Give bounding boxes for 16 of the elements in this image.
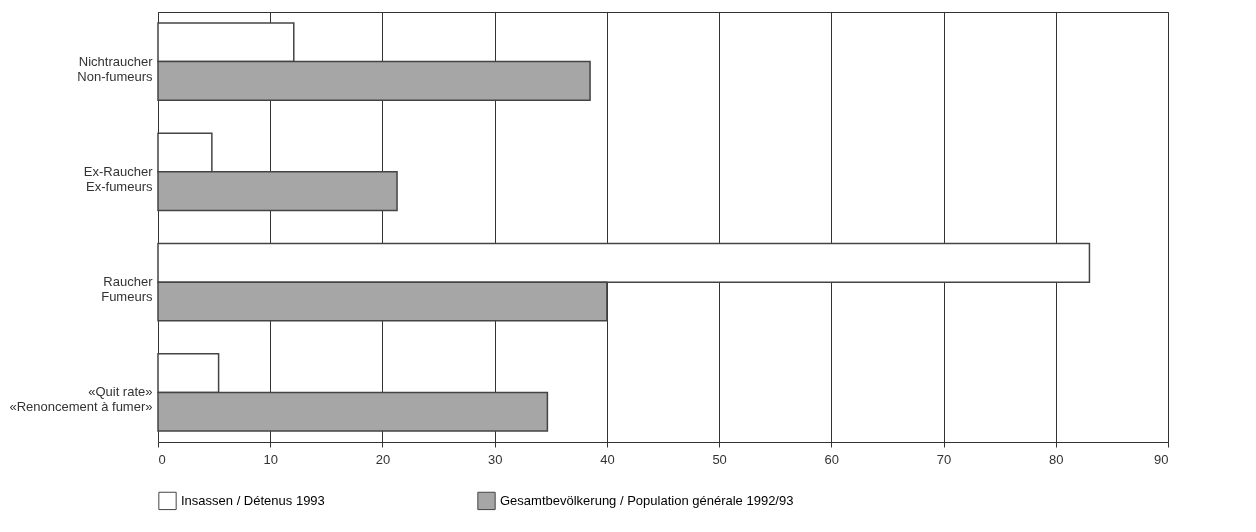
- y-tick-label: «Quit rate» «Renoncement à fumer»: [9, 384, 153, 415]
- legend-label: Insassen / Détenus 1993: [181, 492, 325, 508]
- y-tick-label: Nichtraucher Non-fumeurs: [77, 53, 154, 84]
- x-tick-label: 40: [600, 451, 615, 467]
- x-tick-label: 60: [824, 451, 840, 467]
- x-tick-label: 10: [263, 451, 278, 467]
- legend-label: Gesamtbevölkerung / Population générale 1992/93: [500, 492, 794, 508]
- x-tick-label: 80: [1049, 451, 1064, 467]
- x-tick-label: 70: [936, 451, 952, 467]
- y-tick-label: Raucher Fumeurs: [101, 274, 154, 305]
- x-tick-label: 90: [1154, 451, 1169, 467]
- x-tick-label: 30: [487, 451, 503, 467]
- x-tick-label: 0: [158, 451, 166, 467]
- x-tick-label: 20: [375, 451, 391, 467]
- x-tick-label: 50: [712, 451, 727, 467]
- y-tick-label: Ex-Raucher Ex-fumeurs: [83, 163, 154, 194]
